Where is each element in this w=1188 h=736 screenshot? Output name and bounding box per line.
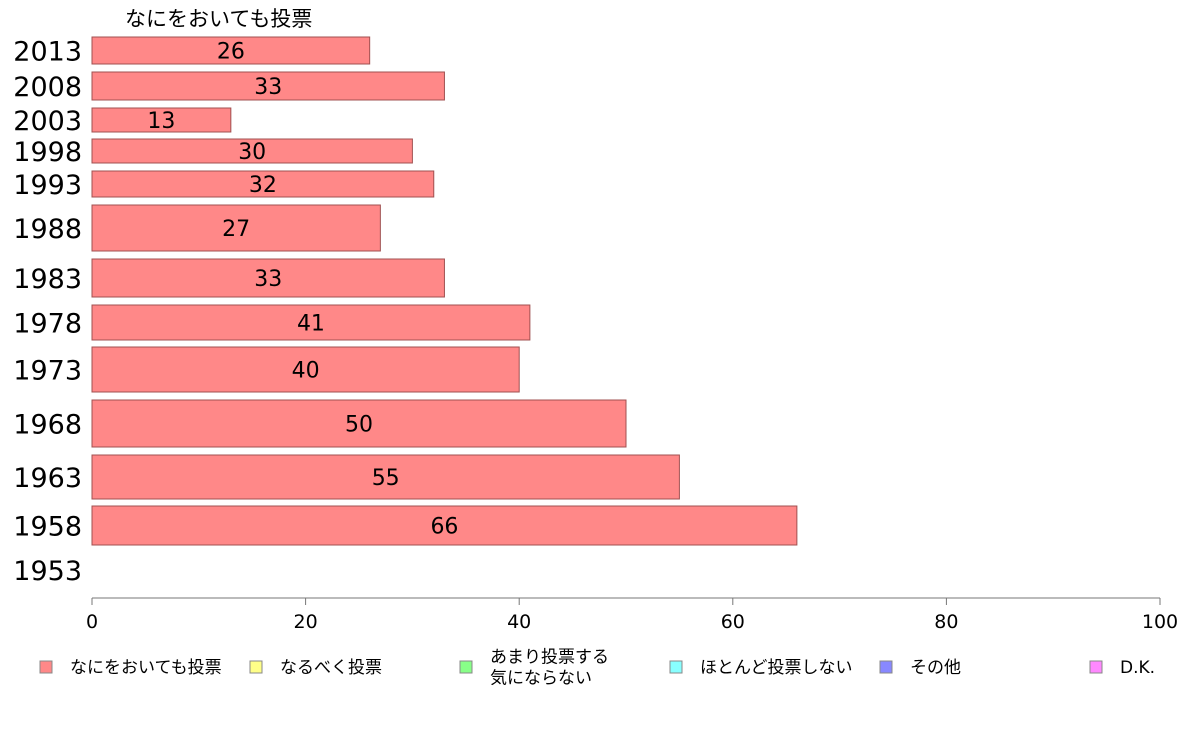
- x-tick-label: 80: [934, 611, 958, 633]
- y-tick-label: 1983: [13, 264, 82, 295]
- bar: [91, 304, 531, 341]
- legend-label: 気にならない: [490, 669, 592, 689]
- data-label: 40: [292, 359, 320, 384]
- y-tick-label: 2013: [13, 37, 82, 68]
- data-label: 33: [254, 75, 282, 100]
- legend-swatch: [669, 660, 683, 674]
- data-label: 66: [430, 515, 458, 540]
- x-tick-label: 0: [86, 611, 98, 633]
- legend-swatch: [1089, 660, 1103, 674]
- bar: [91, 107, 232, 133]
- x-tick-label: 20: [294, 611, 318, 633]
- y-tick-label: 1988: [13, 214, 82, 245]
- bar: [91, 399, 627, 448]
- y-tick-label: 1968: [13, 410, 82, 441]
- chart-title: なにをおいても投票: [125, 7, 312, 31]
- legend-swatch: [39, 660, 53, 674]
- bar: [91, 346, 520, 393]
- legend-swatch: [879, 660, 893, 674]
- data-label: 27: [222, 217, 250, 242]
- legend-swatch: [249, 660, 263, 674]
- data-label: 13: [147, 109, 175, 134]
- data-label: 50: [345, 413, 373, 438]
- bar: [91, 258, 445, 298]
- bar: [91, 204, 381, 252]
- y-tick-label: 1953: [13, 556, 82, 587]
- y-tick-label: 1973: [13, 356, 82, 387]
- data-label: 41: [297, 312, 325, 337]
- x-tick-label: 60: [721, 611, 745, 633]
- legend-label: あまり投票する: [490, 648, 609, 668]
- bars-layer: 2013 26 2008 33 2003 13 1998 30 1993 32 1988 27 1983…: [13, 36, 798, 587]
- bar: [91, 71, 445, 101]
- legend-label: なにをおいても投票: [70, 658, 222, 678]
- y-tick-label: 1963: [13, 463, 82, 494]
- bar: [91, 138, 413, 164]
- y-tick-label: 2003: [13, 106, 82, 137]
- data-label: 55: [372, 466, 400, 491]
- legend-label: なるべく投票: [280, 658, 382, 678]
- legend-label: D.K.: [1120, 658, 1155, 678]
- legend-label: その他: [910, 658, 961, 678]
- bar: [91, 170, 435, 198]
- y-tick-label: 1998: [13, 137, 82, 168]
- bar: [91, 36, 371, 65]
- bar: [91, 505, 798, 546]
- data-label: 32: [249, 173, 277, 198]
- x-axis: 0 20 40 60 80 100: [86, 597, 1178, 633]
- bar: [91, 454, 680, 500]
- data-label: 26: [217, 40, 245, 65]
- y-tick-label: 2008: [13, 72, 82, 103]
- data-label: 33: [254, 267, 282, 292]
- x-tick-label: 100: [1142, 611, 1178, 633]
- y-tick-label: 1958: [13, 512, 82, 543]
- legend-swatch: [459, 660, 473, 674]
- data-label: 30: [238, 140, 266, 165]
- y-tick-label: 1978: [13, 309, 82, 340]
- y-tick-label: 1993: [13, 170, 82, 201]
- legend-label: ほとんど投票しない: [700, 658, 853, 678]
- x-tick-label: 40: [507, 611, 531, 633]
